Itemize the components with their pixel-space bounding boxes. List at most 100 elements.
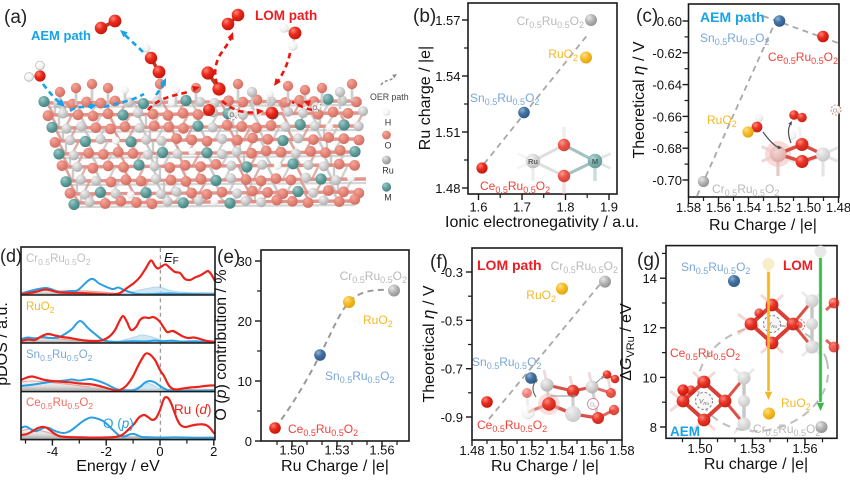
svg-text:Sn0.5Ru0.5O2: Sn0.5Ru0.5O2 xyxy=(325,369,394,385)
svg-text:VRu: VRu xyxy=(699,399,710,407)
svg-text:Energy / eV: Energy / eV xyxy=(76,458,160,475)
svg-text:Cr0.5Ru0.5O2: Cr0.5Ru0.5O2 xyxy=(340,269,407,285)
svg-text:20: 20 xyxy=(238,314,252,329)
svg-text:1.50: 1.50 xyxy=(279,443,304,458)
svg-text:Ov: Ov xyxy=(590,403,596,409)
svg-text:Ce0.5Ru0.5O2: Ce0.5Ru0.5O2 xyxy=(26,397,93,411)
svg-text:Ionic electronegativity / a.u.: Ionic electronegativity / a.u. xyxy=(445,214,639,231)
svg-text:1.48: 1.48 xyxy=(826,200,850,215)
svg-text:RuO2: RuO2 xyxy=(707,113,737,129)
svg-text:M: M xyxy=(384,193,392,203)
svg-text:2: 2 xyxy=(210,444,217,459)
svg-text:-0.68: -0.68 xyxy=(652,141,682,156)
svg-text:RuO2: RuO2 xyxy=(363,313,393,329)
svg-text:0: 0 xyxy=(245,434,252,449)
svg-text:1.48: 1.48 xyxy=(435,181,460,196)
svg-text:(e): (e) xyxy=(217,247,240,268)
svg-text:ΔGVRu / eV: ΔGVRu / eV xyxy=(618,303,637,381)
svg-text:1.50: 1.50 xyxy=(489,443,514,458)
svg-text:1.50: 1.50 xyxy=(687,441,712,456)
svg-text:Ov: Ov xyxy=(230,113,238,119)
svg-text:AEM path: AEM path xyxy=(700,9,765,25)
svg-text:Ru Charge / |e|: Ru Charge / |e| xyxy=(491,458,599,475)
svg-text:Cr0.5Ru0.5O2: Cr0.5Ru0.5O2 xyxy=(551,259,618,275)
svg-text:-0.64: -0.64 xyxy=(652,78,682,93)
svg-text:1.56: 1.56 xyxy=(579,443,604,458)
svg-text:Sn0.5Ru0.5O2: Sn0.5Ru0.5O2 xyxy=(700,31,769,47)
svg-text:1.48: 1.48 xyxy=(459,443,484,458)
svg-text:AEM: AEM xyxy=(670,424,700,439)
svg-text:Sn0.5Ru0.5O2: Sn0.5Ru0.5O2 xyxy=(472,355,541,371)
svg-text:0: 0 xyxy=(156,444,163,459)
svg-text:-0.66: -0.66 xyxy=(652,109,682,124)
svg-text:10: 10 xyxy=(643,370,657,385)
svg-text:12: 12 xyxy=(643,321,657,336)
svg-text:0.60: 0.60 xyxy=(657,14,682,29)
svg-text:M: M xyxy=(592,157,598,166)
svg-text:-0.9: -0.9 xyxy=(441,410,463,425)
svg-text:1.52: 1.52 xyxy=(519,443,544,458)
svg-text:(c): (c) xyxy=(636,6,658,27)
svg-text:Ru charge / |e|: Ru charge / |e| xyxy=(704,456,808,473)
svg-text:LOM path: LOM path xyxy=(477,257,542,273)
svg-text:1.9: 1.9 xyxy=(600,200,618,215)
svg-text:Ce0.5Ru0.5O2: Ce0.5Ru0.5O2 xyxy=(480,179,550,195)
svg-text:Cr0.5Ru0.5O2: Cr0.5Ru0.5O2 xyxy=(753,422,820,438)
svg-text:1.54: 1.54 xyxy=(435,69,460,84)
svg-text:1.56: 1.56 xyxy=(369,443,394,458)
svg-text:LOM path: LOM path xyxy=(255,8,317,23)
svg-text:1.54: 1.54 xyxy=(549,443,574,458)
svg-text:(d): (d) xyxy=(0,246,22,266)
svg-text:Theoretical η / V: Theoretical η / V xyxy=(629,41,648,158)
svg-text:Ru Charge / |e|: Ru Charge / |e| xyxy=(281,458,389,475)
svg-text:10: 10 xyxy=(238,374,252,389)
svg-text:-0.62: -0.62 xyxy=(652,46,682,61)
svg-text:O: O xyxy=(384,141,391,151)
svg-text:Ov: Ov xyxy=(833,109,839,115)
svg-text:Ce0.5Ru0.5O2: Ce0.5Ru0.5O2 xyxy=(288,422,358,438)
svg-text:1.56: 1.56 xyxy=(792,441,817,456)
svg-text:Cr0.5Ru0.5O2: Cr0.5Ru0.5O2 xyxy=(26,253,91,267)
svg-text:14: 14 xyxy=(643,271,657,286)
svg-text:30: 30 xyxy=(238,254,252,269)
svg-text:1.6: 1.6 xyxy=(469,200,487,215)
svg-text:-0.70: -0.70 xyxy=(652,173,682,188)
svg-text:-0.5: -0.5 xyxy=(441,313,463,328)
svg-text:Sn0.5Ru0.5O2: Sn0.5Ru0.5O2 xyxy=(470,91,539,107)
svg-text:OER path: OER path xyxy=(370,92,409,102)
svg-text:RuO2: RuO2 xyxy=(548,47,578,63)
svg-text:1.52: 1.52 xyxy=(766,200,791,215)
svg-text:Ce0.5Ru0.5O2: Ce0.5Ru0.5O2 xyxy=(477,418,547,434)
svg-text:pDOS / a.u.: pDOS / a.u. xyxy=(0,302,11,386)
svg-text:1.54: 1.54 xyxy=(736,200,761,215)
svg-text:1.51: 1.51 xyxy=(435,125,460,140)
svg-text:1.53: 1.53 xyxy=(324,443,349,458)
svg-text:Ce0.5Ru0.5O2: Ce0.5Ru0.5O2 xyxy=(768,50,838,66)
svg-text:1.56: 1.56 xyxy=(706,200,731,215)
svg-text:(a): (a) xyxy=(4,7,27,28)
svg-text:(b): (b) xyxy=(413,6,436,27)
svg-text:O (p) contribution / %: O (p) contribution / % xyxy=(213,269,230,420)
svg-text:1.58: 1.58 xyxy=(676,200,701,215)
svg-text:Ru Charge / |e|: Ru Charge / |e| xyxy=(709,217,817,234)
svg-text:Ru: Ru xyxy=(528,157,538,166)
svg-text:LOM: LOM xyxy=(783,258,813,273)
svg-text:-2: -2 xyxy=(100,444,112,459)
svg-text:Sn0.5Ru0.5O2: Sn0.5Ru0.5O2 xyxy=(26,349,93,363)
svg-text:RuO2: RuO2 xyxy=(781,396,811,412)
svg-text:(f): (f) xyxy=(430,252,448,273)
svg-text:1.7: 1.7 xyxy=(513,200,531,215)
svg-text:1.8: 1.8 xyxy=(556,200,574,215)
svg-text:Ov: Ov xyxy=(313,106,321,112)
svg-text:-0.3: -0.3 xyxy=(441,265,463,280)
svg-text:AEM path: AEM path xyxy=(31,28,91,43)
svg-text:RuO2: RuO2 xyxy=(26,301,55,315)
svg-text:1.57: 1.57 xyxy=(435,13,460,28)
svg-text:1.58: 1.58 xyxy=(609,443,634,458)
svg-text:(g): (g) xyxy=(637,250,660,271)
svg-text:Ru charge / |e|: Ru charge / |e| xyxy=(417,46,434,150)
svg-text:VRu: VRu xyxy=(767,322,778,330)
svg-text:Ce0.5Ru0.5O2: Ce0.5Ru0.5O2 xyxy=(670,346,740,362)
svg-text:Cr0.5Ru0.5O2: Cr0.5Ru0.5O2 xyxy=(712,182,779,198)
svg-text:Theoretical η / V: Theoretical η / V xyxy=(419,285,438,402)
